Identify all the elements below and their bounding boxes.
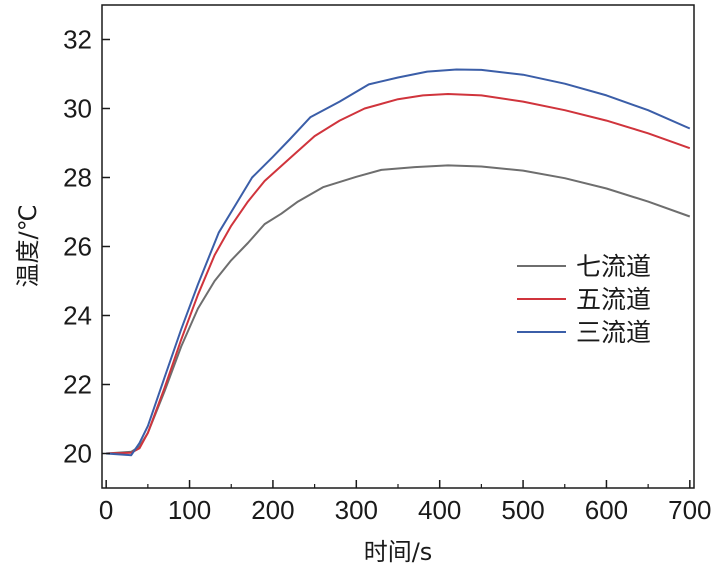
y-tick-label: 26 — [63, 232, 92, 262]
y-tick-label: 32 — [63, 25, 92, 55]
series-line-3 — [106, 68, 691, 457]
y-tick-label: 28 — [63, 163, 92, 193]
x-tick-label: 400 — [418, 495, 461, 525]
y-tick-label: 22 — [63, 370, 92, 400]
legend-label-2: 五流道 — [576, 285, 651, 314]
x-axis: 0 100 200 300 400 500 600 700 — [99, 480, 712, 525]
y-axis-title: 温度/℃ — [14, 204, 42, 287]
x-tick-label: 200 — [251, 495, 294, 525]
x-tick-label: 100 — [168, 495, 211, 525]
y-axis: 20 22 24 26 28 30 32 — [63, 25, 110, 469]
x-tick-label: 500 — [501, 495, 544, 525]
legend-label-3: 三流道 — [576, 318, 651, 347]
series-layer — [106, 68, 691, 457]
x-tick-label: 700 — [668, 495, 711, 525]
y-tick-label: 24 — [63, 301, 92, 331]
x-tick-label: 0 — [99, 495, 113, 525]
y-tick-label: 30 — [63, 94, 92, 124]
series-line-2 — [106, 93, 691, 455]
legend-label-1: 七流道 — [576, 252, 651, 281]
y-tick-label: 20 — [63, 439, 92, 469]
x-tick-label: 300 — [335, 495, 378, 525]
x-tick-label: 600 — [585, 495, 628, 525]
x-axis-title: 时间/s — [364, 538, 433, 566]
